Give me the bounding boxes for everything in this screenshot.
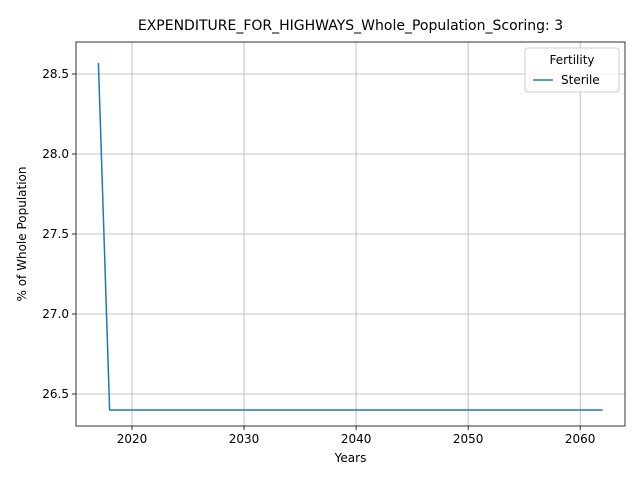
legend-box: [524, 47, 620, 93]
legend-label-sterile: Sterile: [561, 73, 600, 87]
y-tick-label: 28.5: [42, 67, 69, 81]
y-tick-label: 28.0: [42, 147, 69, 161]
y-tick-label: 27.0: [42, 307, 69, 321]
series-group: [97, 62, 603, 411]
y-axis-ticks: 26.5 27.0 27.5 28.0 28.5: [42, 67, 76, 401]
x-tick-label: 2040: [341, 432, 372, 446]
legend-title: Fertility: [549, 53, 594, 67]
x-tick-label: 2050: [453, 432, 484, 446]
y-tick-label: 27.5: [42, 227, 69, 241]
x-axis-label: Years: [334, 451, 367, 465]
x-tick-label: 2030: [229, 432, 260, 446]
x-axis-ticks: 2020 2030 2040 2050 2060: [117, 426, 596, 446]
chart-title: EXPENDITURE_FOR_HIGHWAYS_Whole_Populatio…: [138, 18, 563, 34]
x-tick-label: 2060: [565, 432, 596, 446]
series-line-sterile: [97, 62, 603, 411]
x-tick-label: 2020: [117, 432, 148, 446]
legend: Fertility Sterile: [524, 47, 620, 93]
y-tick-label: 26.5: [42, 387, 69, 401]
y-axis-label: % of Whole Population: [15, 167, 29, 302]
